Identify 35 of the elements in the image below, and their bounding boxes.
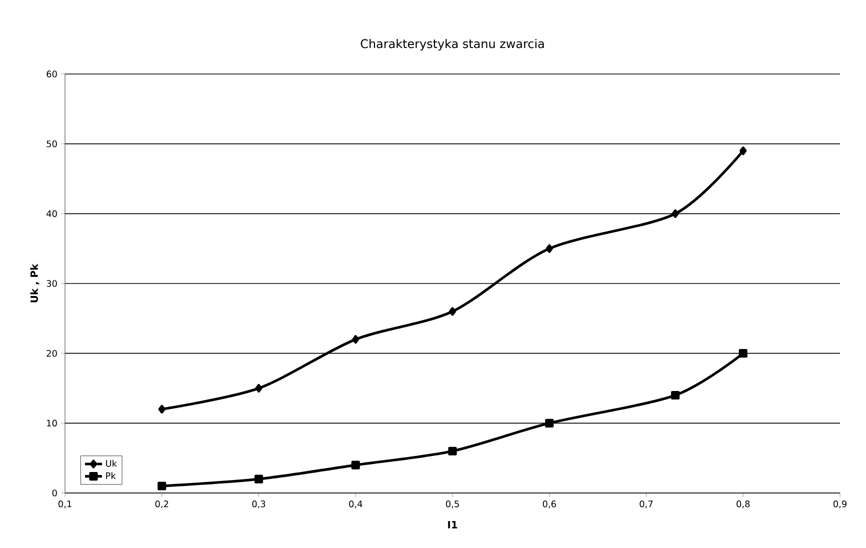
point (255, 384, 262, 393)
point (448, 446, 457, 456)
y-tick-label: 40 (46, 210, 57, 218)
x-tick-label: 0,5 (446, 500, 459, 508)
point (254, 474, 264, 484)
x-tick-label: 0,1 (58, 500, 72, 508)
y-tick-label: 60 (46, 70, 57, 78)
y-tick-label: 0 (52, 490, 57, 496)
y-tick-label: 30 (46, 280, 57, 287)
point (671, 390, 680, 400)
point (545, 418, 554, 428)
y-tick-label: 50 (46, 140, 57, 148)
x-tick-label: 0,6 (542, 500, 556, 508)
point (672, 209, 679, 218)
point (546, 244, 553, 253)
point (448, 307, 456, 316)
x-tick-label: 0,8 (736, 500, 750, 508)
chart-title: Charakterystyka stanu zwarcia (360, 38, 544, 50)
y-axis-title: Uk , Pk (30, 264, 40, 302)
x-tick-label: 0,2 (155, 500, 168, 508)
point (158, 404, 166, 414)
point (738, 349, 748, 358)
point (351, 460, 360, 470)
y-tick-label: 20 (46, 350, 57, 357)
x-tick-label: 0,9 (833, 500, 847, 508)
y-tick-label: 10 (47, 420, 57, 427)
point (158, 482, 166, 490)
point (740, 146, 747, 156)
x-tick-label: 0,7 (640, 500, 653, 508)
x-axis-title: I1 (448, 521, 458, 528)
legend-label: Pk (106, 472, 116, 479)
x-tick-label: 0,3 (252, 500, 266, 508)
legend-label: Uk (106, 460, 118, 467)
x-tick-label: 0,4 (349, 500, 362, 508)
point (352, 335, 360, 344)
